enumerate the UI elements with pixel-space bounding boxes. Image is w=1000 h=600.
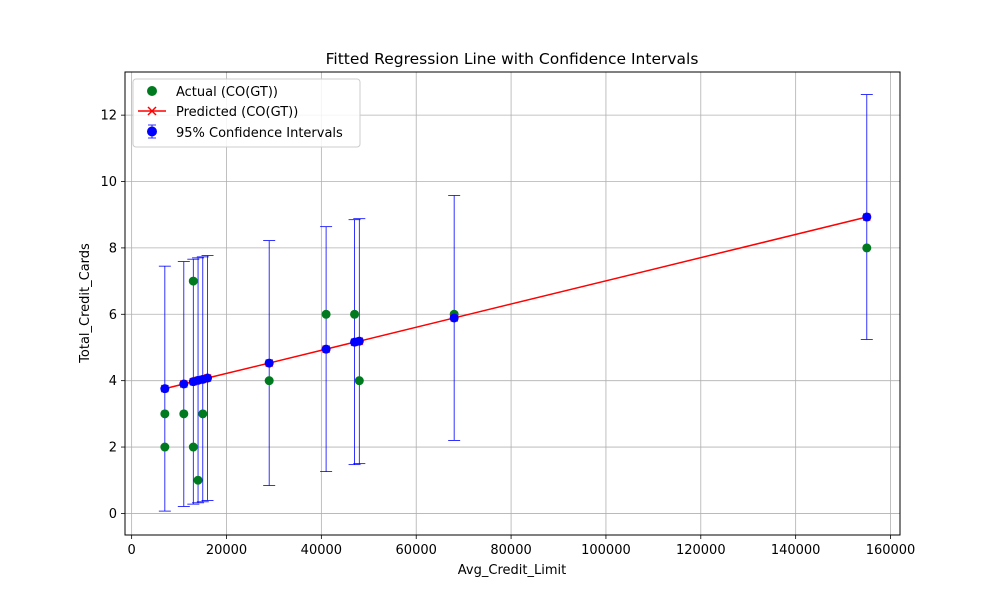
ci-center-marker (321, 344, 331, 354)
actual-point (188, 442, 198, 452)
x-ticks: 0 20000 40000 60000 80000 100000 120000 140000 1… (127, 535, 915, 558)
actual-point (862, 243, 872, 253)
legend: Actual (CO(GT)) Predicted (CO(GT)) 95% C… (132, 78, 361, 148)
ci-center-marker (862, 212, 872, 222)
legend-ci-label: 95% Confidence Intervals (176, 126, 343, 141)
actual-point (350, 309, 360, 319)
x-tick-label: 80000 (490, 543, 531, 558)
x-tick-label: 20000 (206, 543, 247, 558)
x-tick-label: 120000 (676, 543, 726, 558)
ci-center-marker (179, 379, 189, 389)
y-tick-label: 2 (109, 441, 117, 456)
legend-actual-marker (147, 86, 157, 96)
legend-predicted-marker (147, 106, 157, 116)
actual-point (198, 409, 208, 419)
ci-center-marker (354, 336, 364, 346)
y-axis-label: Total_Credit_Cards (78, 243, 93, 364)
x-tick-label: 160000 (866, 543, 916, 558)
x-tick-label: 100000 (581, 543, 631, 558)
actual-point (179, 409, 189, 419)
y-tick-label: 10 (100, 175, 117, 190)
legend-ci-marker (147, 126, 157, 137)
confidence-marker-layer (160, 212, 872, 394)
x-tick-label: 60000 (396, 543, 437, 558)
y-tick-label: 12 (100, 109, 117, 124)
x-tick-label: 140000 (771, 543, 821, 558)
legend-actual-label: Actual (CO(GT)) (176, 85, 278, 100)
legend-box (132, 78, 361, 148)
actual-point (160, 442, 170, 452)
ci-center-marker (449, 313, 459, 323)
y-tick-label: 4 (109, 374, 117, 389)
actual-point (354, 376, 364, 386)
grid (125, 72, 900, 535)
x-tick-label: 40000 (301, 543, 342, 558)
actual-point (188, 276, 198, 286)
y-tick-label: 6 (109, 308, 117, 323)
actual-point (264, 376, 274, 386)
x-tick-label: 0 (127, 543, 135, 558)
y-tick-label: 8 (109, 241, 117, 256)
y-ticks: 0 2 4 6 8 10 12 (100, 109, 125, 522)
ci-center-marker (160, 384, 170, 394)
chart-title: Fitted Regression Line with Confidence I… (326, 50, 699, 68)
legend-predicted-label: Predicted (CO(GT)) (176, 105, 298, 120)
plot-frame (124, 71, 901, 536)
y-tick-label: 0 (109, 507, 117, 522)
actual-point (193, 475, 203, 485)
actual-point (321, 309, 331, 319)
x-axis-label: Avg_Credit_Limit (458, 563, 566, 578)
ci-center-marker (203, 373, 213, 383)
ci-center-marker (264, 358, 274, 368)
actual-point (160, 409, 170, 419)
